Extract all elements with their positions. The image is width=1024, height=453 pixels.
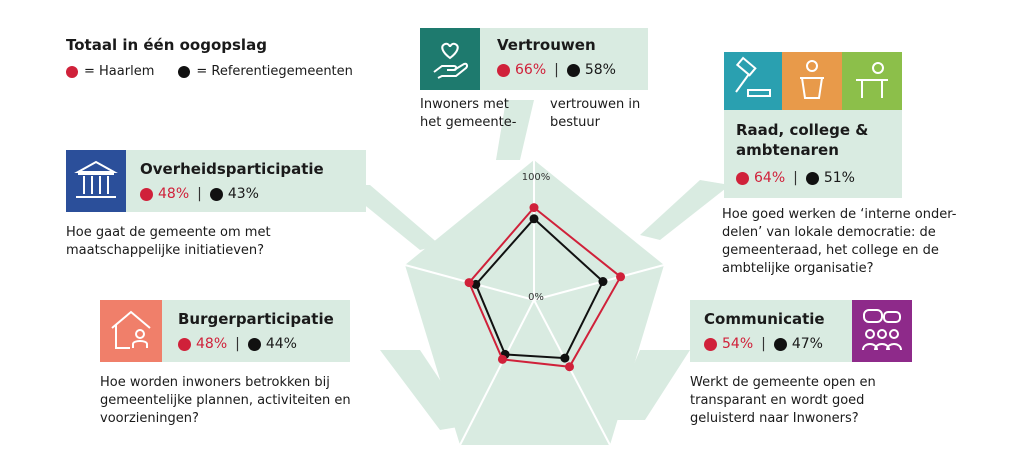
radar-spokes	[404, 160, 665, 446]
legend: = Haarlem = Referentiegemeenten	[66, 64, 377, 79]
connector-bottom-right	[610, 350, 690, 420]
burger-haarlem-value: 48%	[196, 336, 228, 352]
data-point-referentiegemeenten-2	[560, 353, 570, 363]
reference-dot	[209, 187, 223, 201]
haarlem-dot	[704, 337, 717, 351]
haarlem-dot	[178, 337, 191, 351]
legend-haarlem-label: = Haarlem	[84, 64, 155, 79]
raad-haarlem-value: 64%	[754, 170, 786, 186]
data-point-referentiegemeenten-0	[529, 214, 539, 224]
data-point-haarlem-1	[616, 272, 626, 282]
data-point-haarlem-2	[564, 362, 574, 372]
raad-title: Raad, college & ambtenaren	[736, 121, 869, 159]
connector-right	[640, 180, 730, 240]
data-point-referentiegemeenten-4	[471, 279, 481, 289]
data-point-haarlem-3	[497, 354, 507, 364]
burger-reference-value: 44%	[265, 336, 297, 352]
raad-desc: Hoe goed werken de ‘interne onder-delen’…	[722, 207, 957, 276]
data-point-haarlem-4	[464, 278, 474, 288]
reference-dot	[773, 337, 787, 351]
communicatie-stats: 54% | 47%	[704, 336, 823, 352]
page-title: Totaal in één oogopslag	[66, 36, 267, 54]
overheid-title: Overheidsparticipatie	[140, 160, 324, 178]
reference-dot	[805, 171, 819, 185]
house-person-icon	[100, 300, 162, 362]
separator: |	[197, 186, 202, 202]
spoke-4	[459, 299, 535, 446]
separator: |	[235, 336, 240, 352]
heart-hand-icon	[420, 28, 480, 90]
vertrouwen-haarlem-value: 66%	[515, 62, 547, 78]
series-line-referentiegemeenten	[474, 217, 605, 360]
separator: |	[554, 62, 559, 78]
vertrouwen-desc-right: vertrouwen in bestuur	[550, 97, 641, 130]
burger-desc: Hoe worden inwoners betrokken bij gemeen…	[100, 375, 351, 426]
overheid-desc: Hoe gaat de gemeente om met maatschappel…	[66, 225, 271, 258]
vertrouwen-reference-value: 58%	[584, 62, 616, 78]
haarlem-dot	[736, 171, 749, 185]
overheid-stats: 48% | 43%	[140, 186, 259, 202]
series-line-haarlem	[467, 206, 622, 368]
tick-label-min: 0%	[528, 292, 544, 303]
official-desk-icon	[842, 52, 902, 110]
spoke-3	[533, 299, 611, 446]
haarlem-dot	[140, 187, 153, 201]
separator: |	[793, 170, 798, 186]
reference-legend-dot	[178, 65, 191, 78]
communicatie-title: Communicatie	[704, 310, 825, 328]
vertrouwen-title: Vertrouwen	[497, 36, 596, 54]
connector-bottom-left	[380, 350, 470, 430]
data-point-referentiegemeenten-1	[598, 277, 608, 287]
people-chat-icon	[852, 300, 912, 362]
data-point-haarlem-0	[529, 203, 539, 213]
burger-title: Burgerparticipatie	[178, 310, 334, 328]
communicatie-haarlem-value: 54%	[722, 336, 754, 352]
haarlem-legend-dot	[66, 65, 78, 78]
gavel-icon	[724, 52, 782, 110]
lectern-icon	[782, 52, 842, 110]
reference-dot	[566, 63, 580, 77]
raad-stats: 64% | 51%	[736, 170, 855, 186]
overheid-reference-value: 43%	[227, 186, 259, 202]
burger-stats: 48% | 44%	[178, 336, 297, 352]
communicatie-reference-value: 47%	[791, 336, 823, 352]
connector-top	[496, 100, 534, 160]
vertrouwen-stats: 66% | 58%	[497, 62, 616, 78]
raad-reference-value: 51%	[823, 170, 855, 186]
overheid-haarlem-value: 48%	[158, 186, 190, 202]
government-building-icon	[66, 150, 126, 212]
haarlem-dot	[497, 63, 510, 77]
separator: |	[761, 336, 766, 352]
vertrouwen-desc-left: Inwoners met het gemeente-	[420, 97, 517, 130]
communicatie-desc: Werkt de gemeente open en transparant en…	[690, 375, 876, 426]
tick-label-max: 100%	[522, 172, 551, 183]
legend-reference-label: = Referentiegemeenten	[196, 64, 353, 79]
reference-dot	[247, 337, 261, 351]
